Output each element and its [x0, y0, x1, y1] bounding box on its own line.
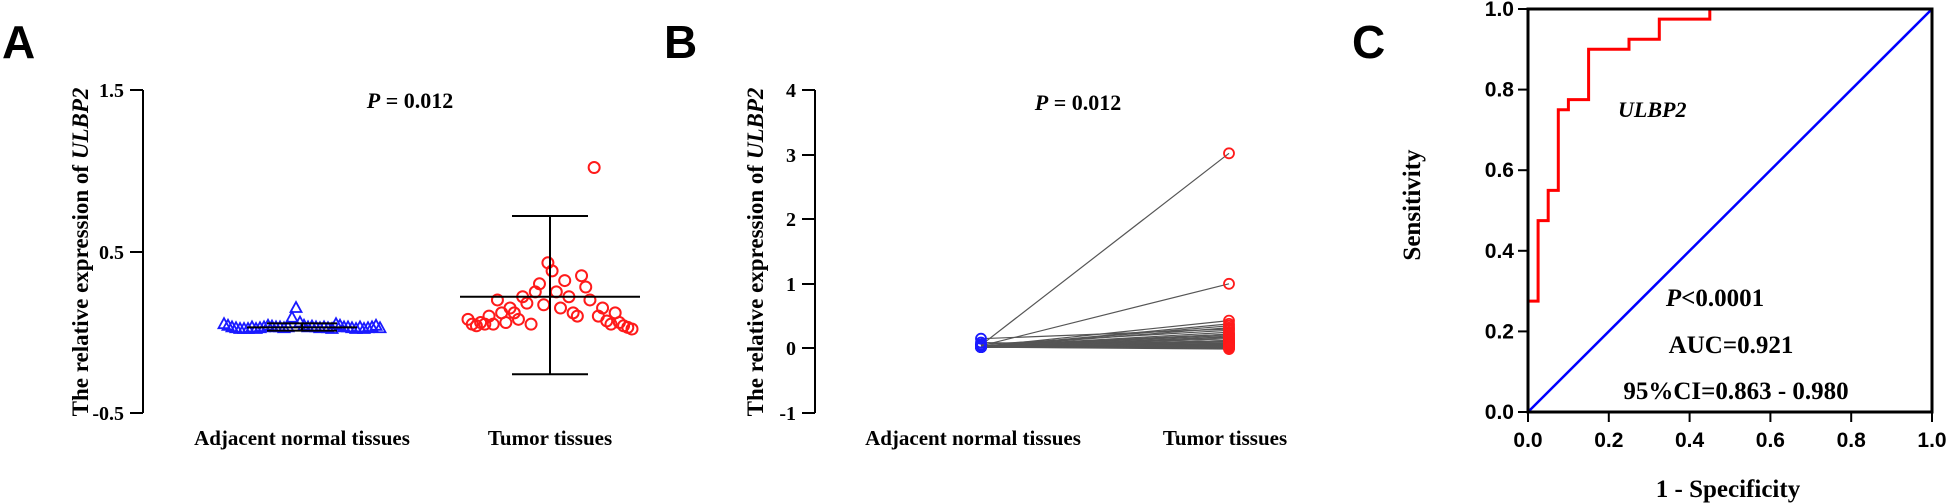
- tumor-tissue-point: [545, 264, 559, 278]
- panel-c-y-tick-label: 0.2: [1485, 320, 1514, 343]
- tumor-tissue-point: [625, 322, 639, 336]
- panel-c-letter: C: [1352, 16, 1385, 68]
- panel-c-x-tick-label: 0.0: [1513, 429, 1542, 452]
- tumor-tissue-point: [587, 161, 601, 175]
- tumor-tissue-point: [507, 306, 521, 320]
- panel-a-y-tick-label: 1.5: [99, 80, 124, 102]
- tumor-tissue-point: [604, 317, 618, 331]
- panel-c-ci: 95%CI=0.863 - 0.980: [1623, 378, 1848, 405]
- panel-c-x-tick-label: 1.0: [1917, 429, 1946, 452]
- panel-a-category-label: Adjacent normal tissues: [194, 426, 410, 450]
- panel-c-x-axis-label: 1 - Specificity: [1656, 476, 1801, 503]
- panel-a-y-label-gene: ULBP2: [68, 88, 93, 160]
- panel-b-y-tick-label: 0: [786, 338, 796, 360]
- panel-b-y-tick-label: 1: [786, 274, 796, 296]
- normal-tissue-point: [975, 341, 987, 354]
- normal-tissue-point: [975, 332, 987, 345]
- panel-c-p-value: P<0.0001: [1665, 285, 1764, 312]
- paired-sample-line: [980, 152, 1230, 346]
- tumor-tissue-point: [486, 317, 500, 331]
- paired-sample-line: [980, 329, 1230, 346]
- panel-c-marks: 0.0 0.0 0.2 0.2 0.4 0.4 0.6 0.6 0.8 0.8 1.0 1.0: [1485, 0, 1947, 452]
- tumor-tissue-point: [499, 316, 513, 330]
- panel-a-p-value: P = 0.012: [366, 88, 454, 113]
- tumor-tissue-point: [537, 298, 551, 312]
- panel-c-auc: AUC=0.921: [1669, 332, 1794, 359]
- panel-a-y-tick-label: -0.5: [92, 403, 124, 425]
- panel-c-y-tick-label: 0.0: [1485, 401, 1514, 424]
- panel-a-p-rest: = 0.012: [380, 88, 453, 113]
- panel-b-marks: [975, 147, 1235, 355]
- panel-c-p-italic: P: [1665, 285, 1682, 312]
- panel-c-y-axis-label: Sensitivity: [1399, 149, 1426, 261]
- paired-sample-line: [980, 345, 1230, 349]
- panel-c-y-tick-label: 0.4: [1485, 240, 1515, 263]
- normal-tissue-point: [288, 300, 304, 313]
- normal-tissue-point: [364, 319, 380, 333]
- panel-a-y-axis-label: The relative expression of ULBP2: [68, 88, 93, 417]
- tumor-tissue-point: [1223, 277, 1235, 290]
- panel-b-y-tick-label: -1: [779, 403, 796, 425]
- panel-c-y-tick-label: 1.0: [1485, 0, 1514, 21]
- paired-sample-line: [980, 346, 1230, 350]
- panel-c-y-tick-label: 0.8: [1485, 79, 1515, 102]
- tumor-tissue-point: [532, 277, 546, 291]
- panel-c-x-tick-label: 0.2: [1594, 429, 1623, 452]
- panel-c-x-tick-label: 0.8: [1837, 429, 1867, 452]
- panel-b-category-label: Adjacent normal tissues: [865, 426, 1081, 450]
- panel-a-letter: A: [2, 16, 35, 68]
- panel-c-x-tick-label: 0.4: [1675, 429, 1705, 452]
- reference-diagonal-line: [1527, 8, 1933, 413]
- panel-b-y-tick-label: 3: [786, 145, 796, 167]
- panel-a-category-label: Tumor tissues: [488, 426, 612, 450]
- panel-b-category-label: Tumor tissues: [1163, 426, 1287, 450]
- panel-c-x-tick-label: 0.6: [1756, 429, 1785, 452]
- panel-c-y-tick-label: 0.6: [1485, 159, 1514, 182]
- panel-b-y-axis-label: The relative expression of ULBP2: [743, 88, 768, 417]
- panel-b-letter: B: [664, 16, 697, 68]
- tumor-tissue-point: [1223, 147, 1235, 160]
- tumor-tissue-point: [554, 301, 568, 315]
- panel-c: C Sensitivity 1 - Specificity 0.00.00.20…: [1352, 0, 1947, 503]
- panel-a-y-tick-label: 0.5: [99, 242, 124, 264]
- tumor-tissue-point: [524, 317, 538, 331]
- tumor-tissue-point: [575, 269, 589, 283]
- tumor-tissue-point: [1223, 343, 1235, 355]
- panel-b-p-value: P = 0.012: [1034, 90, 1122, 115]
- tumor-tissue-point: [579, 280, 593, 294]
- panel-a: A 1.5 0.5 -0.5 The relative expression o…: [2, 16, 640, 450]
- panel-c-series-label: ULBP2: [1618, 97, 1686, 122]
- panel-a-marks: [216, 161, 640, 376]
- tumor-tissue-point: [583, 293, 597, 307]
- panel-b-y-tick-label: 4: [786, 80, 796, 102]
- panel-b: B 4 3 2 1 0 -1 The relative expression o…: [664, 16, 1287, 450]
- panel-b-p-rest: = 0.012: [1048, 90, 1121, 115]
- panel-b-p-italic: P: [1034, 90, 1049, 115]
- panel-b-y-label-prefix: The relative expression of: [743, 159, 768, 416]
- panel-a-y-label-prefix: The relative expression of: [68, 159, 93, 416]
- paired-sample-line: [980, 341, 1230, 348]
- tumor-tissue-point: [596, 301, 610, 315]
- normal-tissue-point: [975, 336, 987, 349]
- tumor-tissue-point: [558, 274, 572, 288]
- tumor-tissue-point: [570, 309, 584, 323]
- panel-b-y-label-gene: ULBP2: [743, 88, 768, 160]
- panel-b-y-tick-label: 2: [786, 209, 796, 231]
- normal-tissue-point: [284, 309, 300, 323]
- roc-curve: [1526, 7, 1932, 412]
- panel-c-p-rest: <0.0001: [1681, 285, 1764, 312]
- tumor-tissue-point: [511, 312, 525, 326]
- panel-c-plot-frame: [1526, 7, 1934, 414]
- paired-sample-line: [980, 328, 1230, 340]
- tumor-tissue-point: [490, 293, 504, 307]
- paired-sample-line: [980, 283, 1230, 347]
- normal-tissue-point: [372, 320, 388, 334]
- panel-a-p-italic: P: [366, 88, 381, 113]
